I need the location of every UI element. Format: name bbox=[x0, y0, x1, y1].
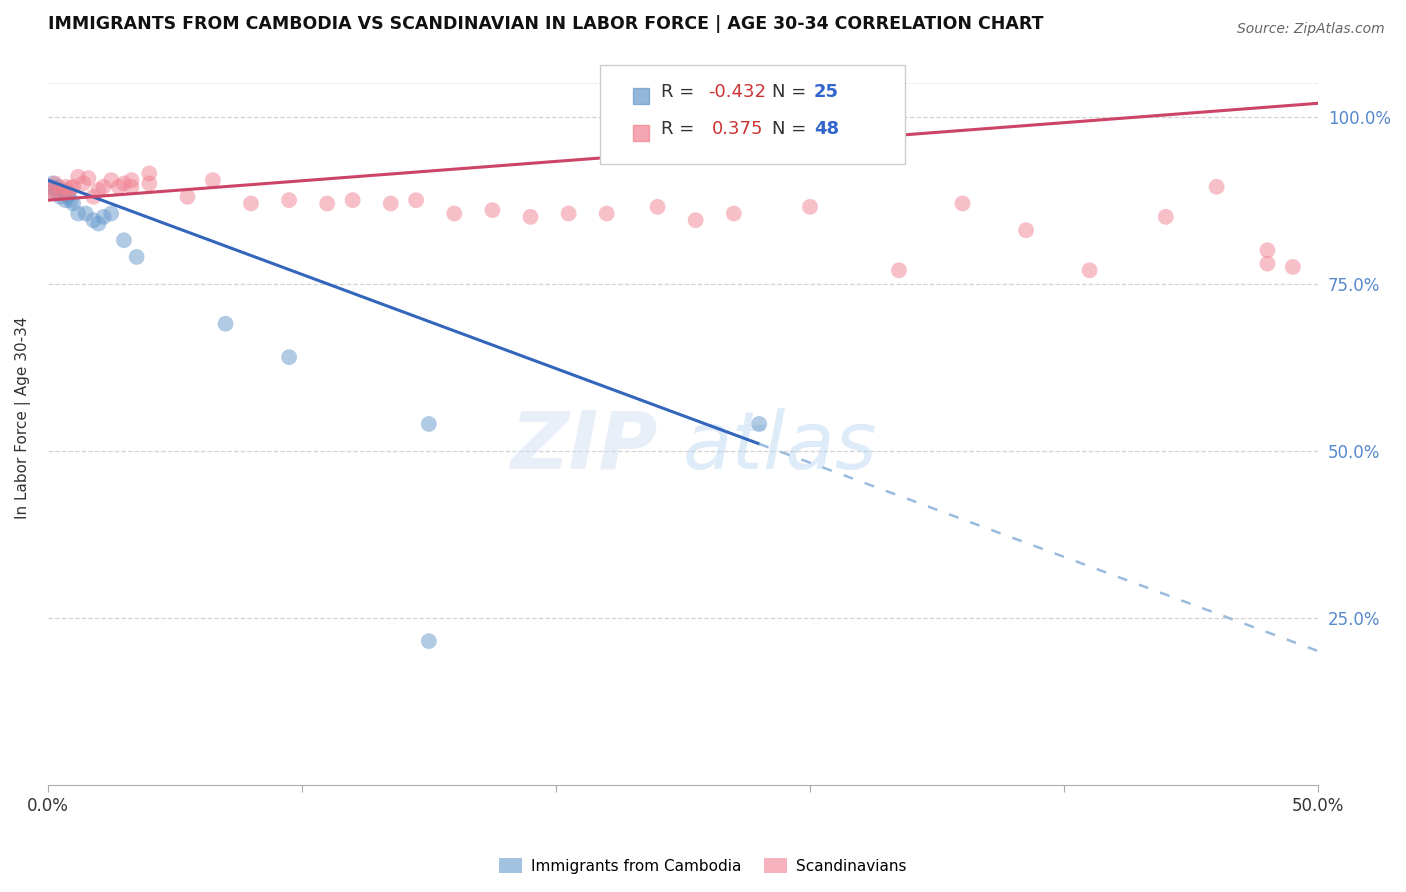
Point bbox=[1256, 244, 1278, 258]
Point bbox=[519, 210, 541, 224]
Point bbox=[952, 196, 974, 211]
Point bbox=[443, 206, 465, 220]
Point bbox=[278, 350, 301, 364]
Point bbox=[75, 206, 97, 220]
Point bbox=[82, 190, 104, 204]
Point bbox=[596, 206, 619, 220]
Text: 48: 48 bbox=[814, 120, 839, 138]
Point bbox=[278, 193, 301, 207]
Text: Source: ZipAtlas.com: Source: ZipAtlas.com bbox=[1237, 22, 1385, 37]
Point bbox=[59, 193, 82, 207]
Point bbox=[72, 177, 94, 191]
Point bbox=[748, 417, 770, 431]
Legend: Immigrants from Cambodia, Scandinavians: Immigrants from Cambodia, Scandinavians bbox=[494, 852, 912, 880]
Point bbox=[214, 317, 236, 331]
Point bbox=[125, 250, 148, 264]
Point bbox=[52, 186, 75, 201]
Point bbox=[418, 417, 440, 431]
Point bbox=[685, 213, 707, 227]
Text: R =: R = bbox=[661, 84, 700, 102]
Point bbox=[44, 182, 66, 196]
Point bbox=[87, 183, 110, 197]
Point bbox=[1015, 223, 1038, 237]
Point bbox=[39, 186, 62, 201]
Text: 0.375: 0.375 bbox=[713, 120, 763, 138]
Point bbox=[138, 177, 160, 191]
Point bbox=[1205, 179, 1227, 194]
Point bbox=[112, 233, 135, 247]
Point bbox=[55, 193, 77, 207]
Point bbox=[239, 196, 262, 211]
Text: IMMIGRANTS FROM CAMBODIA VS SCANDINAVIAN IN LABOR FORCE | AGE 30-34 CORRELATION : IMMIGRANTS FROM CAMBODIA VS SCANDINAVIAN… bbox=[48, 15, 1043, 33]
Text: R =: R = bbox=[661, 120, 706, 138]
Point bbox=[49, 183, 72, 197]
Point bbox=[44, 186, 66, 201]
Point bbox=[647, 200, 669, 214]
Point bbox=[44, 177, 66, 191]
Point bbox=[481, 203, 503, 218]
Point bbox=[49, 190, 72, 204]
Point bbox=[108, 179, 131, 194]
Point bbox=[176, 190, 198, 204]
Text: ZIP: ZIP bbox=[510, 408, 658, 485]
Point bbox=[52, 186, 75, 201]
Point bbox=[723, 206, 745, 220]
Point bbox=[316, 196, 339, 211]
Point bbox=[39, 179, 62, 194]
Point bbox=[201, 173, 224, 187]
Point bbox=[56, 185, 79, 199]
Point bbox=[67, 169, 90, 184]
Point bbox=[799, 200, 821, 214]
Point bbox=[42, 183, 65, 197]
Point bbox=[887, 263, 910, 277]
Point bbox=[42, 177, 65, 191]
Point bbox=[100, 206, 122, 220]
Point bbox=[1282, 260, 1305, 274]
Text: 25: 25 bbox=[814, 84, 839, 102]
FancyBboxPatch shape bbox=[600, 64, 905, 164]
Point bbox=[1078, 263, 1101, 277]
Text: N =: N = bbox=[772, 120, 811, 138]
Point bbox=[93, 179, 115, 194]
Point bbox=[380, 196, 402, 211]
Point bbox=[1256, 257, 1278, 271]
Point bbox=[557, 206, 579, 220]
Point bbox=[93, 210, 115, 224]
Point bbox=[62, 179, 84, 194]
Point bbox=[342, 193, 364, 207]
Point bbox=[112, 177, 135, 191]
Point bbox=[59, 181, 82, 195]
Point bbox=[1154, 210, 1177, 224]
Point bbox=[405, 193, 427, 207]
Point bbox=[62, 196, 84, 211]
Point bbox=[138, 166, 160, 180]
Point bbox=[56, 188, 79, 202]
Text: -0.432: -0.432 bbox=[709, 84, 766, 102]
Point bbox=[49, 183, 72, 197]
Point bbox=[121, 173, 143, 187]
Point bbox=[418, 634, 440, 648]
Point bbox=[121, 179, 143, 194]
Text: atlas: atlas bbox=[683, 408, 877, 485]
Point bbox=[67, 206, 90, 220]
Point bbox=[100, 173, 122, 187]
Point bbox=[82, 213, 104, 227]
Point bbox=[46, 179, 69, 194]
Point bbox=[77, 171, 100, 186]
Point bbox=[87, 217, 110, 231]
Text: N =: N = bbox=[772, 84, 811, 102]
Y-axis label: In Labor Force | Age 30-34: In Labor Force | Age 30-34 bbox=[15, 316, 31, 518]
Point bbox=[55, 179, 77, 194]
